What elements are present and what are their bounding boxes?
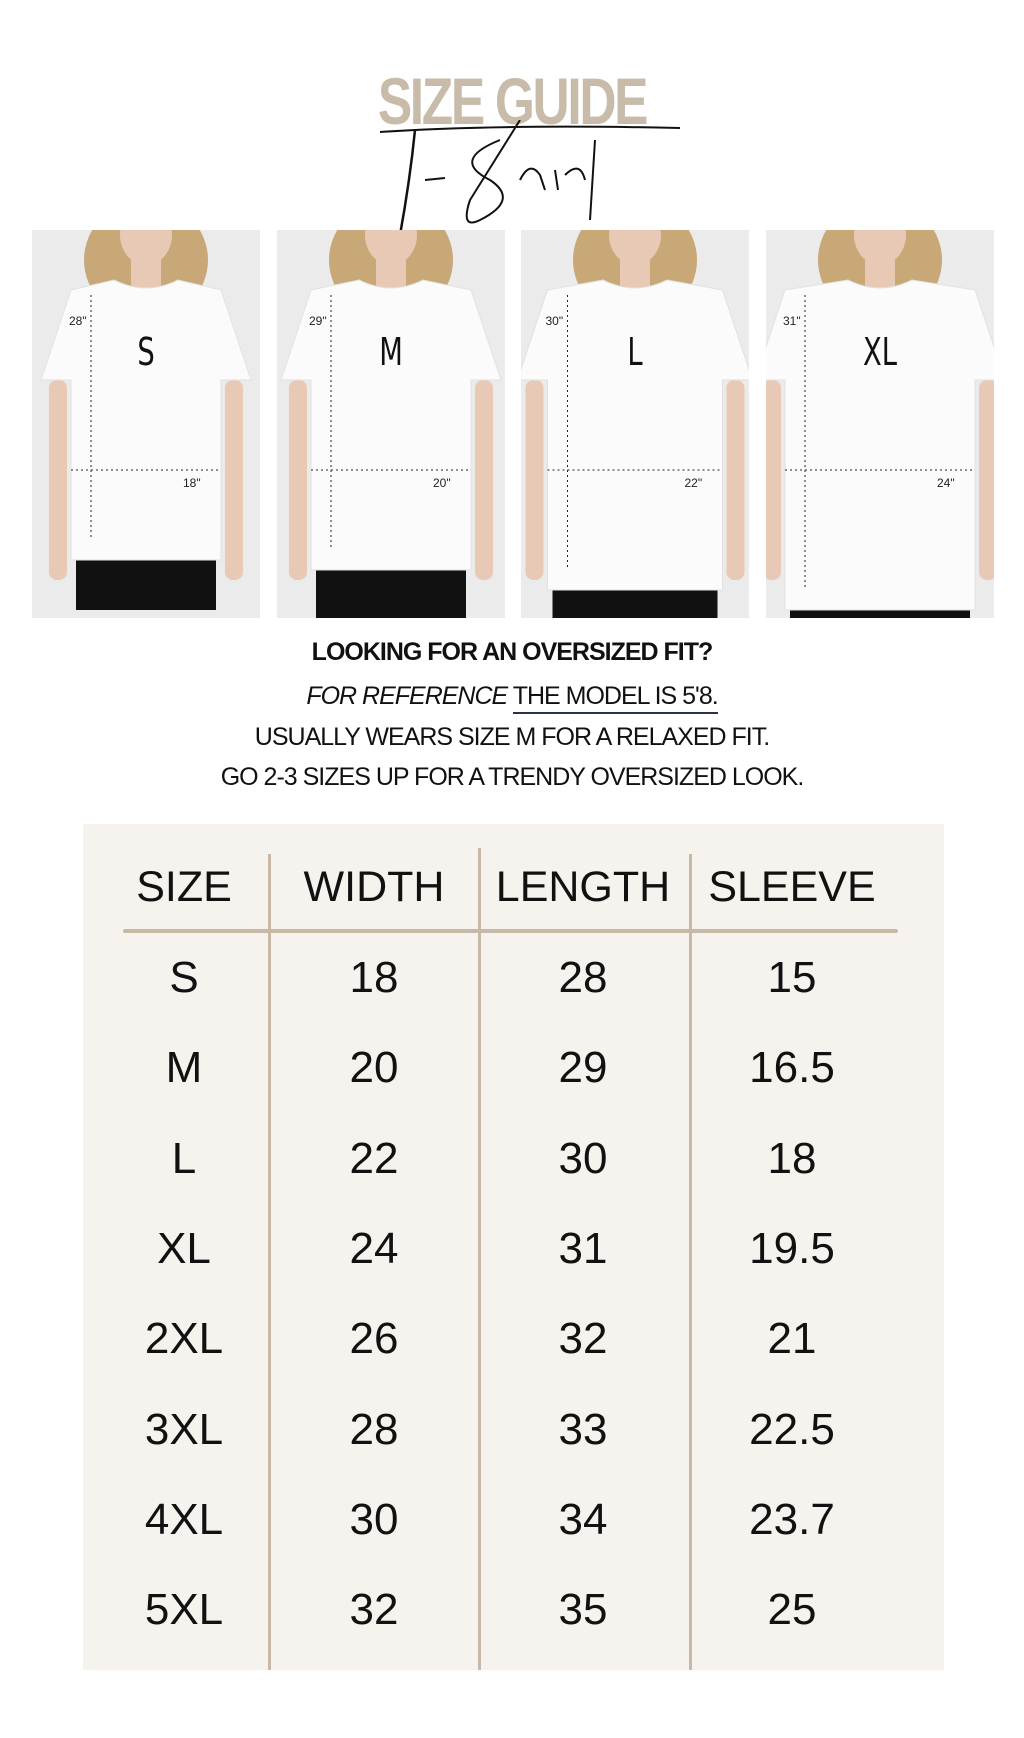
size-cell: M	[165, 1043, 203, 1093]
size-cell: S	[169, 953, 199, 1002]
sleeve-cell: 18	[767, 1133, 817, 1183]
size-label: S	[137, 330, 155, 374]
model-photo-l: L 30" 22"	[521, 230, 749, 618]
sleeve-cell: 23.7	[749, 1494, 835, 1544]
model-illustration	[766, 230, 994, 618]
width-cell: 18	[349, 953, 399, 1002]
length-measure-label: 30"	[545, 314, 564, 328]
sleeve-cell: 22.5	[749, 1404, 835, 1454]
length-measure-label: 28"	[69, 314, 87, 328]
sleeve-cell: 15	[767, 953, 817, 1002]
sleeve-cell: 19.5	[749, 1223, 835, 1273]
model-illustration	[521, 230, 749, 618]
length-cell: 29	[558, 1043, 608, 1093]
column-divider	[268, 854, 271, 1670]
sleeve-cell: 21	[767, 1314, 817, 1364]
column-header-size: SIZE	[136, 863, 232, 911]
model-illustration	[280, 230, 502, 618]
width-measure-label: 24"	[937, 476, 955, 490]
sleeve-cell: 16.5	[749, 1043, 835, 1093]
width-cell: 22	[349, 1133, 399, 1183]
model-photo-xl: XL 31" 24"	[766, 230, 994, 618]
column-divider	[689, 854, 692, 1670]
width-cell: 30	[349, 1494, 399, 1544]
width-measure-label: 18"	[183, 476, 201, 490]
length-cell: 28	[558, 953, 608, 1002]
column-divider	[478, 848, 481, 1670]
width-cell: 32	[349, 1585, 399, 1635]
sleeve-cell: 25	[767, 1585, 817, 1635]
header-divider	[123, 929, 898, 933]
width-cell: 28	[349, 1404, 399, 1454]
length-cell: 33	[558, 1404, 608, 1454]
model-photo-m: M 29" 20"	[277, 230, 505, 618]
column-header-length: LENGTH	[495, 863, 671, 911]
length-measure-label: 29"	[309, 314, 327, 328]
size-label: XL	[863, 330, 897, 374]
size-label: L	[627, 330, 643, 374]
width-cell: 24	[349, 1223, 399, 1273]
size-cell: 5XL	[144, 1585, 224, 1635]
size-cell: L	[171, 1133, 197, 1183]
width-cell: 26	[349, 1314, 399, 1364]
length-cell: 31	[558, 1223, 608, 1273]
size-cell: XL	[157, 1223, 211, 1273]
reference-line: FOR REFERENCE THE MODEL IS 5'8.	[0, 682, 1024, 714]
model-photo-s: S 28" 18"	[32, 230, 260, 618]
size-table: SIZE WIDTH LENGTH SLEEVE S 18 28 15 M 20 29 16.5 L 22…	[83, 824, 944, 1670]
t-shirt-script-title	[380, 120, 680, 236]
size-cell: 3XL	[144, 1404, 224, 1454]
length-cell: 32	[558, 1314, 608, 1364]
oversize-tip-line: GO 2-3 SIZES UP FOR A TRENDY OVERSIZED L…	[220, 763, 805, 791]
length-cell: 30	[558, 1133, 608, 1183]
model-illustration	[40, 230, 252, 610]
column-header-width: WIDTH	[303, 863, 445, 911]
oversized-heading: LOOKING FOR AN OVERSIZED FIT?	[311, 638, 714, 666]
column-header-sleeve: SLEEVE	[708, 863, 876, 911]
length-cell: 35	[558, 1585, 608, 1635]
length-cell: 34	[558, 1494, 608, 1544]
width-cell: 20	[349, 1043, 399, 1093]
model-height: THE MODEL IS 5'8.	[512, 682, 719, 714]
reference-italic: FOR REFERENCE	[306, 682, 508, 710]
width-measure-label: 20"	[433, 476, 451, 490]
usual-size-line: USUALLY WEARS SIZE M FOR A RELAXED FIT.	[254, 723, 770, 751]
length-measure-label: 31"	[783, 314, 801, 328]
size-cell: 2XL	[144, 1314, 224, 1364]
size-guide-title: SIZE GUIDE	[377, 64, 649, 138]
width-measure-label: 22"	[684, 476, 703, 490]
size-label: M	[379, 330, 403, 374]
size-cell: 4XL	[144, 1494, 224, 1544]
